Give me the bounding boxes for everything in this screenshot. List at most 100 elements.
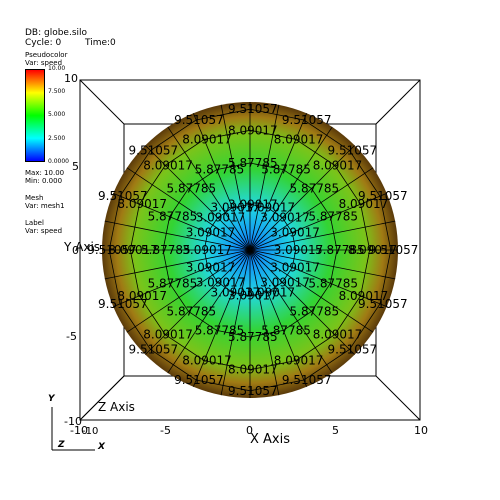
mesh-spoke <box>126 167 251 251</box>
speed-label: 9.51057 <box>328 343 378 357</box>
cycle-label: Cycle: 0 <box>25 38 62 48</box>
db-name: DB: globe.silo <box>25 28 88 38</box>
speed-label: 8.09017 <box>339 289 389 303</box>
speed-label: 8.09017 <box>348 243 398 257</box>
speed-label: 8.09017 <box>228 123 278 137</box>
colorbar-tick: 2.500 <box>48 135 66 142</box>
speed-label: 9.51057 <box>228 384 278 398</box>
mesh-spoke <box>220 249 251 396</box>
speed-label: 9.51057 <box>98 189 148 203</box>
speed-label: 5.87785 <box>148 276 198 290</box>
speed-label: 5.87785 <box>308 276 358 290</box>
mesh-lines <box>102 102 398 398</box>
speed-label: 9.51057 <box>87 243 137 257</box>
speed-label: 3.09017 <box>186 226 236 240</box>
mesh-spoke <box>145 249 251 355</box>
mesh-ring <box>129 129 371 371</box>
x-tick-label: 0 <box>246 424 253 437</box>
speed-label: 5.87785 <box>141 243 191 257</box>
time-label: Time:0 <box>85 38 116 48</box>
bbox-outer <box>79 79 421 421</box>
x-tick-label: -10 <box>70 424 88 437</box>
speed-label: 5.87785 <box>290 305 340 319</box>
speed-label: 9.51057 <box>129 144 179 158</box>
mesh-spoke <box>249 192 387 251</box>
speed-label: 5.87785 <box>195 163 245 177</box>
speed-label: 8.09017 <box>313 158 363 172</box>
mesh-spoke <box>249 145 355 251</box>
speed-label: 5.87785 <box>228 330 278 344</box>
mesh-spoke <box>249 249 374 333</box>
speed-label: 8.09017 <box>108 243 158 257</box>
speed-label: 8.09017 <box>274 132 324 146</box>
speed-label: 3.09017 <box>246 201 296 215</box>
bbox-edge <box>79 79 125 125</box>
mesh-spoke <box>249 167 374 251</box>
pseudocolor-max: Max: 10.00 <box>25 169 65 177</box>
mesh-spoke <box>249 220 396 251</box>
z-tick-label: -10 <box>82 426 98 437</box>
speed-label: 3.09017 <box>246 285 296 299</box>
speed-label: 9.51057 <box>282 113 332 127</box>
speed-label: 8.09017 <box>182 132 232 146</box>
speed-label: 3.09017 <box>196 275 246 289</box>
y-tick-label: -5 <box>66 330 77 343</box>
bbox-edge <box>375 79 421 125</box>
speed-label: 5.87785 <box>290 182 340 196</box>
colorbar-tick: 5.000 <box>48 111 66 118</box>
speed-label: 8.09017 <box>339 197 389 211</box>
mesh-spoke <box>249 126 333 251</box>
mesh-ring <box>162 162 338 338</box>
pseudocolor-title: Pseudocolor <box>25 51 68 59</box>
speed-label: 8.09017 <box>117 197 167 211</box>
mesh-spoke <box>126 249 251 333</box>
speed-label: 9.51057 <box>358 189 408 203</box>
speed-label: 3.09017 <box>228 289 278 303</box>
speed-label: 9.51057 <box>129 343 179 357</box>
speed-label: 5.87785 <box>261 163 311 177</box>
mesh-ring <box>108 108 392 392</box>
mesh-spoke <box>113 192 251 251</box>
speed-label: 3.09017 <box>182 243 232 257</box>
speed-label: 8.09017 <box>274 354 324 368</box>
y-tick-label: 10 <box>64 72 78 85</box>
x-tick-label: 5 <box>332 424 339 437</box>
mesh-spoke <box>145 145 251 251</box>
speed-label: 3.09017 <box>228 197 278 211</box>
speed-label: 8.09017 <box>228 363 278 377</box>
mesh-spoke <box>192 249 251 387</box>
y-tick-label: 0 <box>72 244 79 257</box>
mesh-spoke <box>104 220 251 251</box>
bbox-edge <box>375 375 421 421</box>
mesh-spoke <box>249 249 280 396</box>
speed-label: 5.87785 <box>148 210 198 224</box>
mesh-spoke <box>104 249 251 280</box>
triad-y-label: Y <box>48 394 56 404</box>
x-tick-label: -5 <box>160 424 171 437</box>
mesh-spoke <box>220 104 251 251</box>
label-var: Var: speed <box>25 227 63 235</box>
pseudocolor-min: Min: 0.000 <box>25 177 63 185</box>
colorbar <box>25 69 45 162</box>
mesh-spoke <box>249 249 387 308</box>
speed-label: 5.87785 <box>195 323 245 337</box>
mesh-spoke <box>167 126 251 251</box>
triad-z-label: Z <box>57 440 65 450</box>
speed-label: 3.09017 <box>211 201 261 215</box>
mesh-spoke <box>167 249 251 374</box>
speed-label: 3.09017 <box>270 226 320 240</box>
speed-label: 9.51057 <box>228 102 278 116</box>
speed-label: 3.09017 <box>196 211 246 225</box>
orientation-triad <box>51 407 95 451</box>
y-tick-label: 5 <box>72 160 79 173</box>
speed-label: 8.09017 <box>143 158 193 172</box>
speed-label: 3.09017 <box>186 261 236 275</box>
speed-labels: 3.090173.090173.090173.090173.090173.090… <box>87 102 418 398</box>
mesh-spoke <box>249 249 333 374</box>
mesh-spoke <box>249 104 280 251</box>
speed-label: 9.51057 <box>174 113 224 127</box>
label-title: Label <box>25 219 44 227</box>
speed-label: 9.51057 <box>174 373 224 387</box>
y-tick-label: -10 <box>64 415 82 428</box>
